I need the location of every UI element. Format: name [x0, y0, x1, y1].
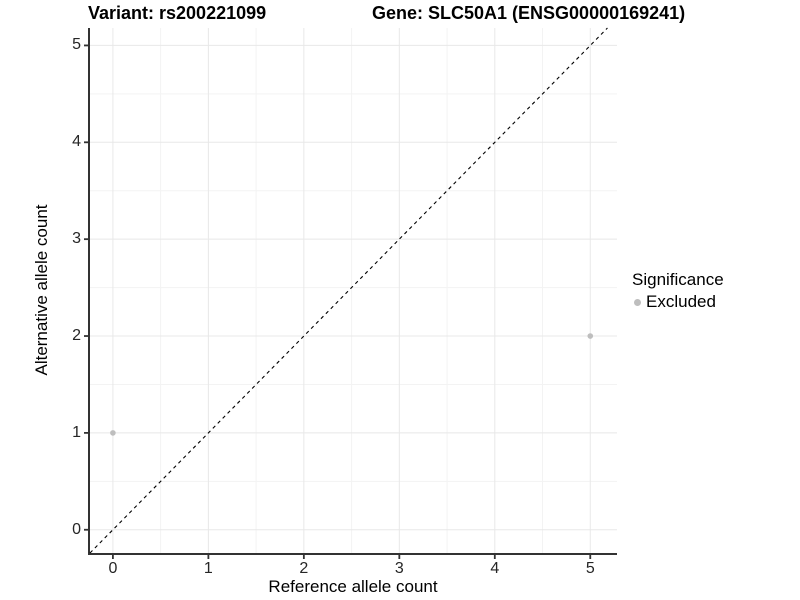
- x-tick-label: 0: [108, 560, 118, 577]
- y-axis-title: Alternative allele count: [32, 204, 51, 376]
- x-tick-label: 2: [299, 560, 309, 577]
- legend: Significance Excluded: [632, 270, 724, 312]
- gene-title: Gene: SLC50A1 (ENSG00000169241): [372, 3, 686, 23]
- y-tick-label: 1: [72, 423, 81, 441]
- x-tick-label: 4: [490, 560, 500, 577]
- data-point: [110, 430, 116, 436]
- legend-item-label: Excluded: [646, 292, 716, 311]
- y-tick-label: 4: [72, 133, 81, 151]
- data-point: [587, 333, 594, 339]
- x-tick-label: 3: [394, 560, 404, 577]
- y-tick-label: 3: [72, 230, 81, 248]
- legend-title: Significance: [632, 270, 724, 289]
- y-tick-label: 0: [72, 520, 81, 538]
- legend-key-dot-icon: [634, 298, 641, 306]
- x-tick-label: 1: [203, 560, 213, 577]
- y-tick-label: 5: [72, 36, 81, 54]
- legend-item-excluded: Excluded: [632, 292, 724, 312]
- x-axis-title: Reference allele count: [268, 577, 438, 596]
- y-tick-label: 2: [72, 327, 81, 345]
- variant-title: Variant: rs200221099: [88, 3, 267, 23]
- identity-line: [89, 27, 608, 554]
- x-tick-label: 5: [585, 560, 595, 577]
